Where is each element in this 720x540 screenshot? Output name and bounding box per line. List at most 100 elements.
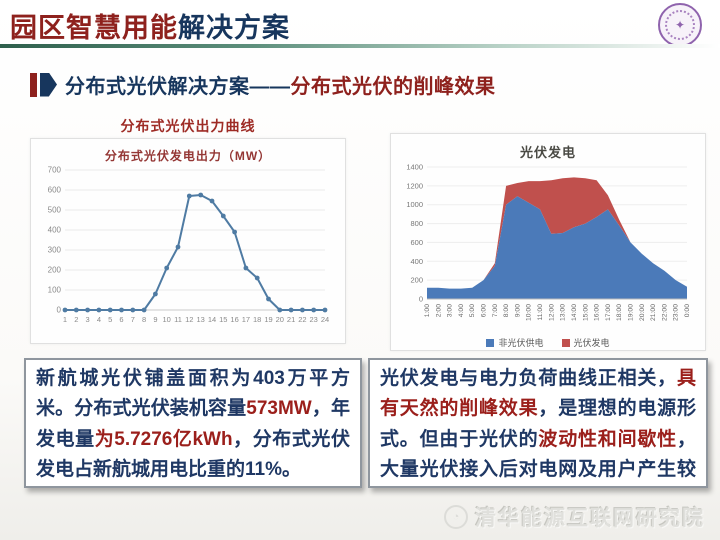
svg-text:4: 4	[97, 315, 101, 324]
note-box-right: 光伏发电与电力负荷曲线正相关，具有天然的削峰效果，是理想的电源形式。但由于光伏的…	[368, 358, 708, 488]
page-title-blue: 解决方案	[178, 13, 290, 43]
header-divider	[0, 44, 720, 48]
pv-generation-chart-panel: 光伏发电 0 200 400 600 800 1000 1200 1400 1:00 2:00 3:…	[390, 133, 706, 351]
pv-generation-chart-title: 光伏发电	[519, 145, 576, 160]
svg-text:600: 600	[410, 238, 423, 247]
svg-text:1200: 1200	[406, 181, 423, 190]
pv-output-line-chart: 0 100 200 300 400 500 600 700 1 2 3 4 5 6 7 8 9 10 11 12 13 1…	[31, 164, 345, 333]
pv-generation-area-chart: 0 200 400 600 800 1000 1200 1400 1:00 2:00 3:00 4:0…	[391, 161, 705, 338]
university-seal-icon: ✦	[658, 3, 702, 47]
svg-text:4:00: 4:00	[458, 304, 465, 317]
legend-label: 非光伏供电	[498, 338, 544, 348]
university-seal-inner: ✦	[665, 10, 695, 40]
svg-text:23: 23	[310, 315, 318, 324]
page-title: 园区智慧用能解决方案	[10, 6, 290, 45]
svg-text:22: 22	[298, 315, 306, 324]
svg-text:3: 3	[86, 315, 90, 324]
text-segment-red: 具有天然的削峰效果	[380, 368, 696, 420]
text-segment-navy: ，大量光伏接入后对电网及用户产生较大影响。	[380, 428, 696, 481]
svg-text:12:00: 12:00	[548, 304, 555, 321]
svg-text:3:00: 3:00	[447, 304, 454, 317]
left-chart-caption: 分布式光伏出力曲线	[120, 118, 256, 134]
svg-text:9: 9	[153, 315, 157, 324]
text-segment-navy: 光伏发电与电力负荷曲线正相关，	[380, 368, 677, 389]
svg-text:700: 700	[48, 166, 62, 175]
svg-text:13: 13	[197, 315, 205, 324]
svg-text:19: 19	[264, 315, 272, 324]
svg-text:17: 17	[242, 315, 250, 324]
svg-text:13:00: 13:00	[560, 304, 567, 321]
footer: ◔ 清华能源互联网研究院	[444, 502, 705, 532]
svg-text:19:00: 19:00	[628, 304, 635, 321]
area-chart-canvas: 0 200 400 600 800 1000 1200 1400 1:00 2:00 3:00 4:0…	[406, 163, 691, 322]
bullet-arrow	[40, 72, 57, 97]
svg-text:8: 8	[142, 315, 146, 324]
svg-text:8:00: 8:00	[503, 304, 510, 317]
svg-text:200: 200	[410, 276, 423, 285]
svg-text:21: 21	[287, 315, 295, 324]
svg-text:21:00: 21:00	[650, 304, 657, 321]
svg-text:0: 0	[419, 295, 423, 304]
subtitle-blue: 分布式光伏解决方案——	[65, 76, 291, 98]
legend-swatch	[486, 338, 495, 347]
svg-text:9:00: 9:00	[514, 304, 521, 317]
svg-text:17:00: 17:00	[605, 304, 612, 321]
svg-text:1:00: 1:00	[424, 304, 431, 317]
svg-text:100: 100	[48, 286, 62, 295]
svg-text:11: 11	[174, 315, 182, 324]
svg-text:7: 7	[131, 315, 135, 324]
institute-logo-icon: ◔	[444, 505, 468, 529]
svg-text:18: 18	[253, 315, 261, 324]
svg-text:500: 500	[48, 206, 62, 215]
svg-text:15: 15	[219, 315, 227, 324]
legend-item: 非光伏供电	[486, 336, 544, 349]
institute-name: 清华能源互联网研究院	[475, 507, 705, 530]
svg-text:16:00: 16:00	[594, 304, 601, 321]
text-segment-red: 波动性和间歇性	[538, 428, 677, 450]
svg-text:2: 2	[74, 315, 78, 324]
subtitle-red: 分布式光伏的削峰效果	[290, 76, 496, 98]
svg-text:24: 24	[321, 315, 329, 324]
svg-text:300: 300	[48, 246, 62, 255]
legend-item: 光伏发电	[561, 336, 610, 349]
svg-text:16: 16	[230, 315, 238, 324]
svg-text:5:00: 5:00	[469, 304, 476, 317]
svg-text:18:00: 18:00	[616, 304, 623, 321]
text-segment-navy: ，分布式光伏发电占新航城用电比重的11%。	[36, 428, 350, 481]
svg-text:0:00: 0:00	[684, 304, 691, 317]
svg-text:600: 600	[48, 186, 62, 195]
svg-text:6: 6	[119, 315, 123, 324]
svg-text:7:00: 7:00	[492, 304, 499, 317]
svg-text:10:00: 10:00	[526, 304, 533, 321]
svg-text:1400: 1400	[406, 163, 423, 172]
chart-legend: 非光伏供电 光伏发电	[391, 336, 705, 349]
text-segment-red: 573MW	[246, 398, 312, 420]
svg-text:1: 1	[63, 315, 67, 324]
svg-text:5: 5	[108, 315, 112, 324]
svg-text:2:00: 2:00	[435, 304, 442, 317]
pv-output-chart-title: 分布式光伏发电出力（MW）	[104, 149, 272, 163]
svg-text:400: 400	[410, 257, 423, 266]
legend-label: 光伏发电	[573, 338, 610, 348]
svg-text:1000: 1000	[406, 200, 423, 209]
svg-text:0: 0	[57, 306, 62, 315]
svg-text:11:00: 11:00	[537, 304, 544, 321]
subtitle-text: 分布式光伏解决方案——分布式光伏的削峰效果	[65, 70, 496, 99]
text-segment-navy: ，是理想的电源形式。但由于光伏的	[380, 398, 696, 450]
text-segment-navy: ，年发电量	[36, 398, 350, 450]
svg-text:20: 20	[276, 315, 284, 324]
svg-text:200: 200	[48, 266, 62, 275]
svg-text:23:00: 23:00	[673, 304, 680, 321]
svg-text:800: 800	[410, 219, 423, 228]
text-segment-navy: 新航城光伏铺盖面积为403万平方米。分布式光伏装机容量	[36, 368, 350, 420]
svg-text:6:00: 6:00	[481, 304, 488, 317]
svg-text:12: 12	[185, 315, 193, 324]
page-title-red: 园区智慧用能	[10, 13, 178, 43]
bullet-icon	[30, 72, 57, 97]
svg-text:10: 10	[163, 315, 171, 324]
section-subtitle: 分布式光伏解决方案——分布式光伏的削峰效果	[30, 70, 496, 99]
svg-text:14: 14	[208, 315, 216, 324]
svg-text:14:00: 14:00	[571, 304, 578, 321]
